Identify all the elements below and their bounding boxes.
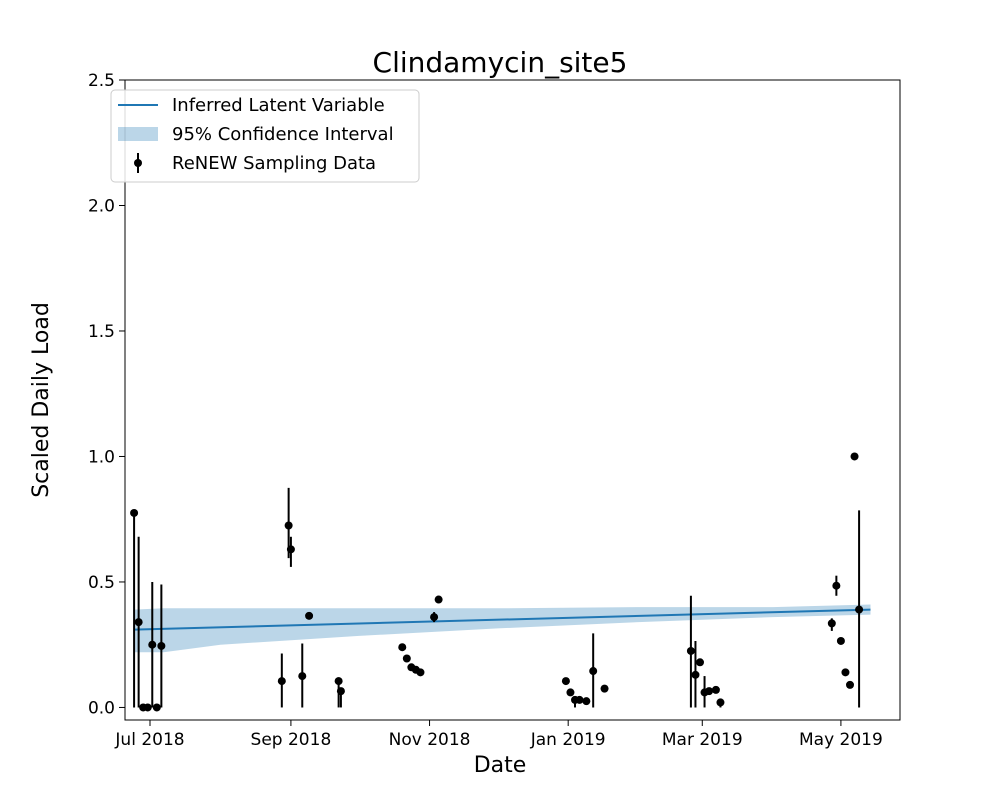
data-point xyxy=(157,641,166,650)
data-point xyxy=(298,672,307,681)
data-point xyxy=(841,668,850,677)
data-point xyxy=(575,695,584,704)
y-tick-label: 1.5 xyxy=(88,322,115,342)
x-tick-label: Mar 2019 xyxy=(662,730,743,750)
data-point xyxy=(705,687,714,696)
legend: Inferred Latent Variable 95% Confidence I… xyxy=(110,89,420,183)
x-tick-label: Jan 2019 xyxy=(530,730,606,750)
data-point xyxy=(696,658,704,667)
data-point xyxy=(286,545,295,554)
data-point xyxy=(716,698,725,707)
data-point xyxy=(850,452,859,461)
data-point xyxy=(130,508,139,517)
plot-frame xyxy=(124,79,901,721)
x-tick-label: May 2019 xyxy=(799,730,883,750)
data-point xyxy=(855,605,864,614)
data-point xyxy=(566,688,575,697)
data-point xyxy=(846,680,854,689)
data-point xyxy=(336,687,345,696)
data-point xyxy=(582,697,591,706)
data-point xyxy=(832,581,841,590)
legend-point-swatch xyxy=(134,159,142,167)
x-axis-label: Date xyxy=(474,753,527,778)
data-point xyxy=(686,646,695,655)
y-tick-label: 1.0 xyxy=(88,447,115,467)
data-point xyxy=(434,595,443,604)
data-point xyxy=(827,619,836,628)
y-tick-label: 2.0 xyxy=(88,196,115,216)
y-axis-label: Scaled Daily Load xyxy=(29,302,54,498)
y-axis: 0.0 0.5 1.0 1.5 2.0 2.5 xyxy=(88,71,125,718)
latent-variable-line xyxy=(134,608,871,631)
legend-label: Inferred Latent Variable xyxy=(172,95,385,116)
data-point xyxy=(152,703,161,712)
data-point xyxy=(134,618,143,627)
data-point xyxy=(334,677,343,686)
x-axis: Jul 2018 Sep 2018 Nov 2018 Jan 2019 Mar 2019… xyxy=(114,720,883,750)
chart-title: Clindamycin_site5 xyxy=(373,46,628,79)
data-point xyxy=(277,677,286,686)
confidence-band xyxy=(134,604,871,653)
data-point xyxy=(589,667,598,676)
y-tick-label: 0.0 xyxy=(88,698,115,718)
legend-band-swatch xyxy=(118,127,158,141)
data-point xyxy=(691,670,700,679)
x-tick-label: Nov 2018 xyxy=(389,730,471,750)
data-point xyxy=(402,654,411,663)
x-tick-label: Sep 2018 xyxy=(251,730,332,750)
legend-label: ReNEW Sampling Data xyxy=(172,153,376,174)
data-point xyxy=(143,703,152,712)
data-point xyxy=(148,640,157,649)
x-tick-label: Jul 2018 xyxy=(114,730,184,750)
legend-box xyxy=(110,89,420,183)
y-tick-label: 0.5 xyxy=(88,573,115,593)
data-point xyxy=(836,636,845,645)
data-point xyxy=(600,684,609,693)
legend-label: 95% Confidence Interval xyxy=(172,124,394,145)
data-point xyxy=(284,521,293,530)
data-point xyxy=(561,677,570,686)
data-point xyxy=(711,685,720,694)
data-point xyxy=(416,668,425,677)
data-point xyxy=(398,643,407,652)
data-point xyxy=(305,611,314,620)
data-point xyxy=(430,613,439,622)
plot-area xyxy=(130,452,871,712)
y-tick-label: 2.5 xyxy=(88,71,115,91)
